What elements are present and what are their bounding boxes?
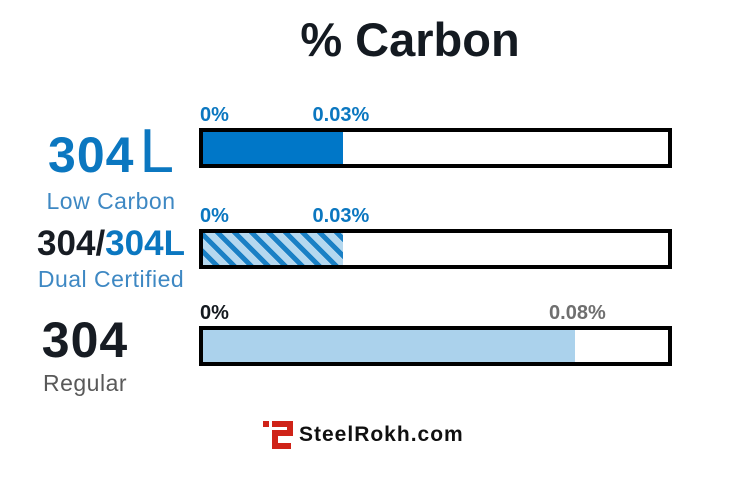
tick-min-label: 0%	[200, 104, 229, 126]
tick-min-label: 0%	[200, 205, 229, 227]
steelrokh-logo-icon	[263, 421, 293, 449]
footer-brand-lockup: SteelRokh.com	[263, 419, 464, 451]
grade-suffix-L: L	[139, 117, 174, 186]
bar-track	[199, 229, 672, 269]
chart-title: % Carbon	[300, 13, 520, 66]
grade-subtitle: Dual Certified	[37, 266, 185, 292]
chart-row-304-304L: 304/304L Dual Certified 0% 0.03%	[0, 201, 744, 291]
grade-number: 304	[41, 312, 129, 368]
bar-track	[199, 128, 672, 168]
row-label-304: 304 Regular	[20, 315, 150, 395]
grade-number-dark: 304/	[37, 224, 106, 263]
brand-text: SteelRokh.com	[299, 423, 464, 446]
tick-max-label: 0.03%	[312, 205, 370, 227]
bar-fill	[203, 132, 343, 164]
grade-title: 304	[20, 315, 150, 365]
grade-title: 304/304L	[25, 226, 197, 261]
tick-max-label: 0.08%	[549, 302, 606, 324]
grade-title: 304L	[25, 121, 197, 183]
grade-subtitle: Low Carbon	[46, 188, 176, 214]
bar-fill	[203, 233, 343, 265]
bar-fill	[203, 330, 575, 362]
tick-min-label: 0%	[200, 302, 229, 324]
row-label-304L: 304L Low Carbon	[25, 121, 197, 213]
grade-number: 304	[48, 127, 135, 183]
grade-number-blue: 304L	[105, 224, 185, 263]
grade-subtitle: Regular	[42, 370, 128, 396]
tick-max-label: 0.03%	[312, 104, 370, 126]
chart-row-304: 304 Regular 0% 0.08%	[0, 298, 744, 395]
chart-row-304L: 304L Low Carbon 0% 0.03%	[0, 100, 744, 213]
bar-track	[199, 326, 672, 366]
row-label-304-304L: 304/304L Dual Certified	[25, 226, 197, 291]
